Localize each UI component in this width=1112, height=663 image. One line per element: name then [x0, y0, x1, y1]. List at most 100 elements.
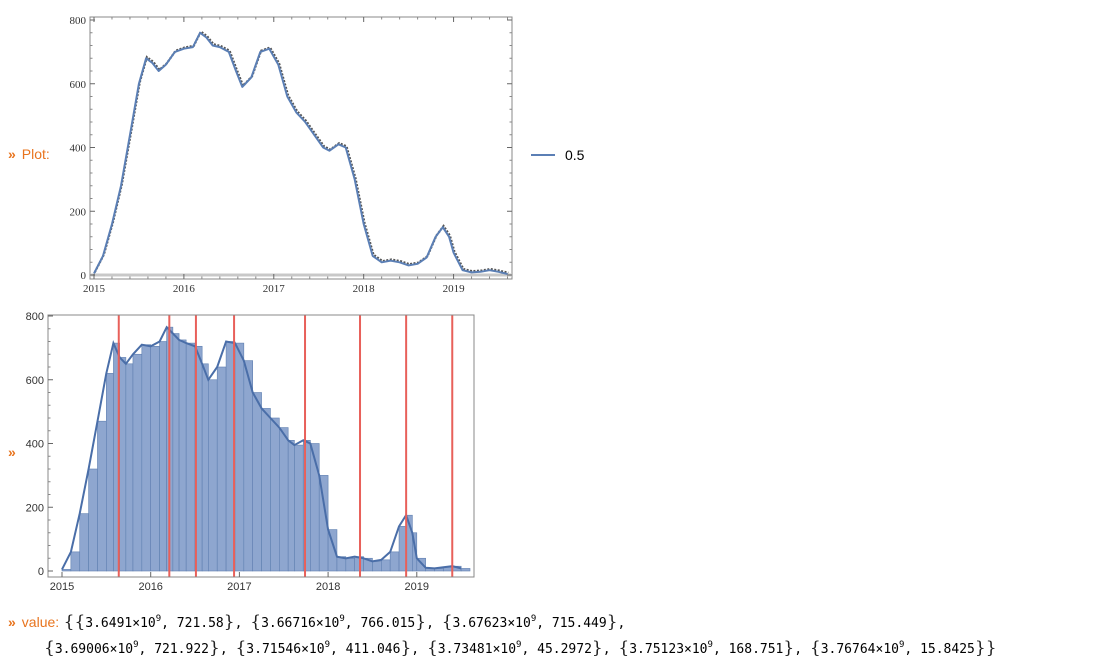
times-sign: ×	[492, 642, 501, 657]
pair-y-value: 721.58	[176, 616, 224, 631]
histogram-bar	[416, 557, 426, 572]
close-brace: }	[223, 612, 235, 632]
close-brace: }	[783, 638, 795, 658]
close-brace: }	[591, 638, 603, 658]
x-tick-label: 2015	[83, 283, 106, 295]
x-tick-label: 2015	[50, 581, 74, 593]
exponent-base: 10	[308, 642, 325, 657]
x-tick-label: 2018	[353, 283, 376, 295]
legend-label: 0.5	[565, 147, 585, 163]
open-brace: {	[618, 638, 630, 658]
histogram-output-label: »	[8, 444, 22, 460]
open-brace: {	[235, 638, 247, 658]
pair-mantissa: 3.66716	[261, 616, 316, 631]
x-tick-label: 2016	[173, 283, 196, 295]
legend: 0.5	[531, 146, 584, 164]
histogram-bar	[279, 427, 289, 572]
exponent: 9	[707, 640, 713, 650]
exponent: 9	[530, 614, 537, 624]
exponent-base: 10	[691, 642, 708, 657]
histogram-bar	[70, 551, 81, 572]
histogram-bar	[270, 417, 280, 572]
comma: ,	[344, 616, 361, 631]
histogram-bar	[287, 440, 295, 572]
histogram-bar	[398, 526, 407, 572]
y-tick-label: 200	[26, 502, 44, 514]
bar-chart: 2015 2016 2017 2018 2019 0 200 400 600 800	[26, 311, 475, 593]
outer-close-brace: }	[985, 638, 997, 658]
pair-y-value: 721.922	[154, 642, 209, 657]
legend-swatch	[531, 154, 555, 156]
histogram-bar	[61, 569, 72, 572]
histogram-bar	[327, 529, 338, 572]
times-sign: ×	[301, 642, 309, 657]
pair-y-value: 45.2972	[537, 642, 592, 657]
comma: ,	[617, 616, 626, 631]
comma: ,	[536, 616, 552, 631]
comma: ,	[602, 642, 619, 657]
value-pair: {3.67623×109, 715.449}	[442, 612, 618, 632]
value-output: » value: {{3.6491×109, 721.58}, {3.66716×…	[8, 606, 1108, 658]
outer-open-brace: {	[63, 612, 75, 632]
pair-mantissa: 3.73481	[437, 642, 493, 657]
histogram-bar	[345, 557, 355, 572]
comma: ,	[794, 642, 810, 657]
pair-mantissa: 3.71546	[246, 642, 302, 657]
histogram-bar	[243, 360, 253, 572]
value-pair: {3.66716×109, 766.015}	[250, 612, 426, 632]
line-chart: 2015 2016 2017 2018 2019 0 200 400 600 800	[70, 15, 513, 295]
histogram-bar	[119, 357, 127, 572]
exponent-base: 10	[323, 616, 340, 631]
close-brace: }	[606, 612, 618, 632]
pair-mantissa: 3.76764	[820, 642, 876, 657]
histogram-bar	[372, 561, 382, 572]
pair-y-value: 411.046	[345, 642, 401, 657]
histogram-bar	[132, 353, 143, 572]
histogram-bar	[216, 366, 227, 572]
y-tick-label: 800	[70, 15, 87, 27]
times-sign: ×	[132, 616, 141, 631]
peak-lines	[117, 315, 454, 577]
histogram-bar	[88, 468, 98, 572]
open-brace: {	[250, 612, 262, 632]
bar-chart-frame	[47, 314, 475, 578]
pair-mantissa: 3.75123	[629, 642, 685, 657]
histogram-bar	[159, 341, 167, 572]
times-sign: ×	[507, 616, 516, 631]
histogram-bar	[125, 363, 134, 572]
x-tick-label: 2019	[443, 283, 466, 295]
comma: ,	[161, 616, 177, 631]
value-label-text: value:	[21, 614, 60, 630]
line-chart-ticks: 2015 2016 2017 2018 2019 0 200 400 600 800	[70, 15, 512, 295]
comma: ,	[411, 642, 427, 657]
pair-y-value: 15.8425	[920, 642, 975, 657]
histogram-bar	[294, 444, 304, 572]
histogram-bar	[261, 408, 271, 572]
comma: ,	[138, 642, 155, 657]
plot-output-label: » Plot:	[8, 146, 50, 162]
histogram-bar	[79, 513, 89, 572]
histogram-bar	[106, 373, 114, 572]
histogram-bar	[381, 559, 391, 572]
value-pair: {3.73481×109, 45.2972}	[427, 638, 603, 658]
pair-y-value: 715.449	[551, 616, 607, 631]
value-pair: {3.71546×109, 411.046}	[235, 638, 411, 658]
histogram-bar	[208, 379, 218, 572]
y-tick-label: 400	[70, 143, 87, 155]
x-tick-label: 2017	[263, 283, 286, 295]
value-pair: {3.69006×109, 721.922}	[44, 638, 220, 658]
y-tick-label: 0	[38, 566, 44, 578]
y-tick-label: 600	[26, 375, 44, 387]
x-tick-label: 2018	[316, 581, 340, 593]
pair-y-value: 766.015	[360, 616, 416, 631]
histogram-bar	[412, 532, 418, 572]
open-brace: {	[44, 638, 55, 658]
line-chart-frame	[89, 16, 513, 280]
exponent: 9	[133, 640, 139, 650]
times-sign: ×	[315, 616, 324, 631]
comma: ,	[712, 642, 729, 657]
value-chevron: »	[8, 614, 16, 630]
open-brace: {	[809, 638, 821, 658]
series-line	[93, 31, 508, 275]
histogram-chevron: »	[8, 444, 16, 460]
